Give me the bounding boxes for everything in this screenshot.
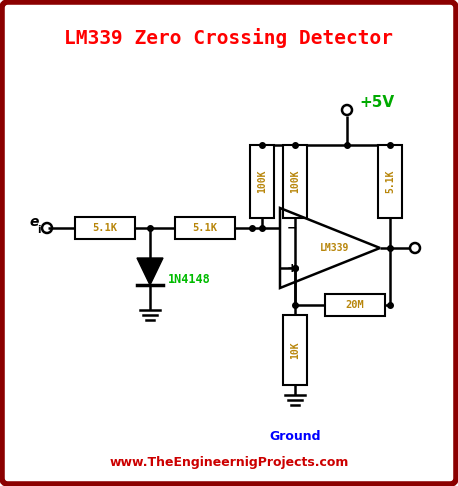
Text: 100K: 100K [257,170,267,193]
Text: 10K: 10K [290,341,300,359]
FancyBboxPatch shape [75,217,135,239]
Text: Ground: Ground [269,430,321,443]
Text: e: e [29,215,38,229]
Text: 5.1K: 5.1K [93,223,118,233]
Text: 5.1K: 5.1K [192,223,218,233]
Text: 20M: 20M [346,300,365,310]
FancyBboxPatch shape [175,217,235,239]
Text: 5.1K: 5.1K [385,170,395,193]
Polygon shape [137,258,163,285]
FancyBboxPatch shape [283,315,307,385]
FancyBboxPatch shape [250,145,274,218]
Text: www.TheEngineernigProjects.com: www.TheEngineernigProjects.com [109,455,349,469]
FancyBboxPatch shape [378,145,402,218]
FancyBboxPatch shape [283,145,307,218]
Text: +: + [287,261,297,275]
Text: 1N4148: 1N4148 [168,273,211,286]
Text: LM339: LM339 [320,243,350,253]
FancyBboxPatch shape [325,294,385,316]
Text: i: i [37,225,41,235]
Text: +5V: +5V [359,94,394,109]
Text: LM339 Zero Crossing Detector: LM339 Zero Crossing Detector [65,28,393,48]
Text: 100K: 100K [290,170,300,193]
Text: −: − [287,222,297,235]
